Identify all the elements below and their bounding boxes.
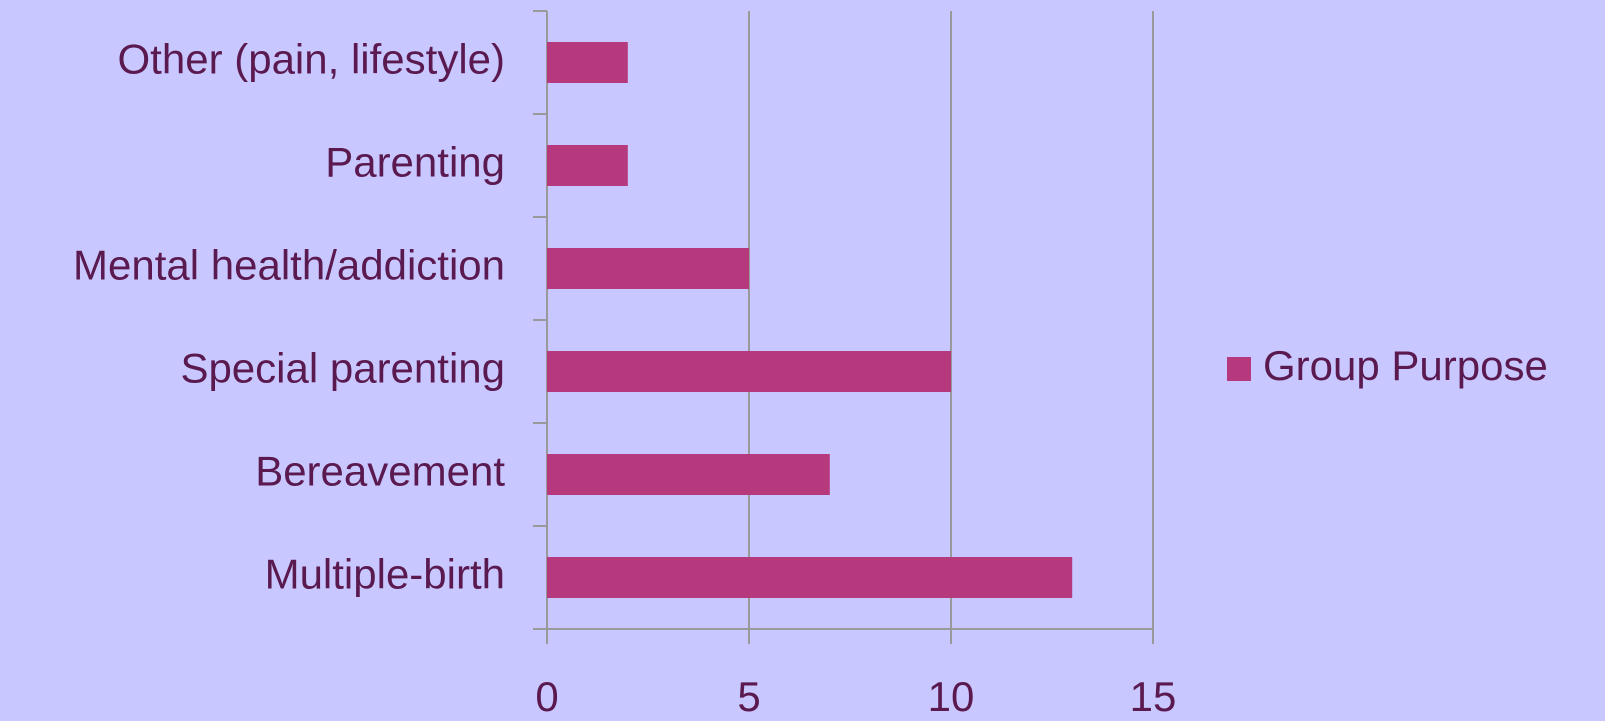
x-tick-label: 5 [737, 673, 760, 720]
y-tick-label: Bereavement [255, 448, 505, 495]
bar [547, 248, 749, 289]
x-tick-label: 15 [1130, 673, 1177, 720]
bar [547, 145, 628, 186]
legend-swatch [1227, 357, 1251, 381]
y-tick-label: Parenting [325, 139, 505, 186]
legend-label: Group Purpose [1263, 342, 1548, 389]
y-tick-label: Other (pain, lifestyle) [118, 36, 505, 83]
bar [547, 557, 1073, 598]
y-tick-label: Multiple-birth [265, 551, 505, 598]
bar [547, 454, 830, 495]
y-tick-label: Special parenting [180, 345, 505, 392]
y-tick-label: Mental health/addiction [73, 242, 505, 289]
x-tick-label: 10 [928, 673, 975, 720]
x-tick-label: 0 [535, 673, 558, 720]
bar [547, 42, 628, 83]
bar [547, 351, 951, 392]
